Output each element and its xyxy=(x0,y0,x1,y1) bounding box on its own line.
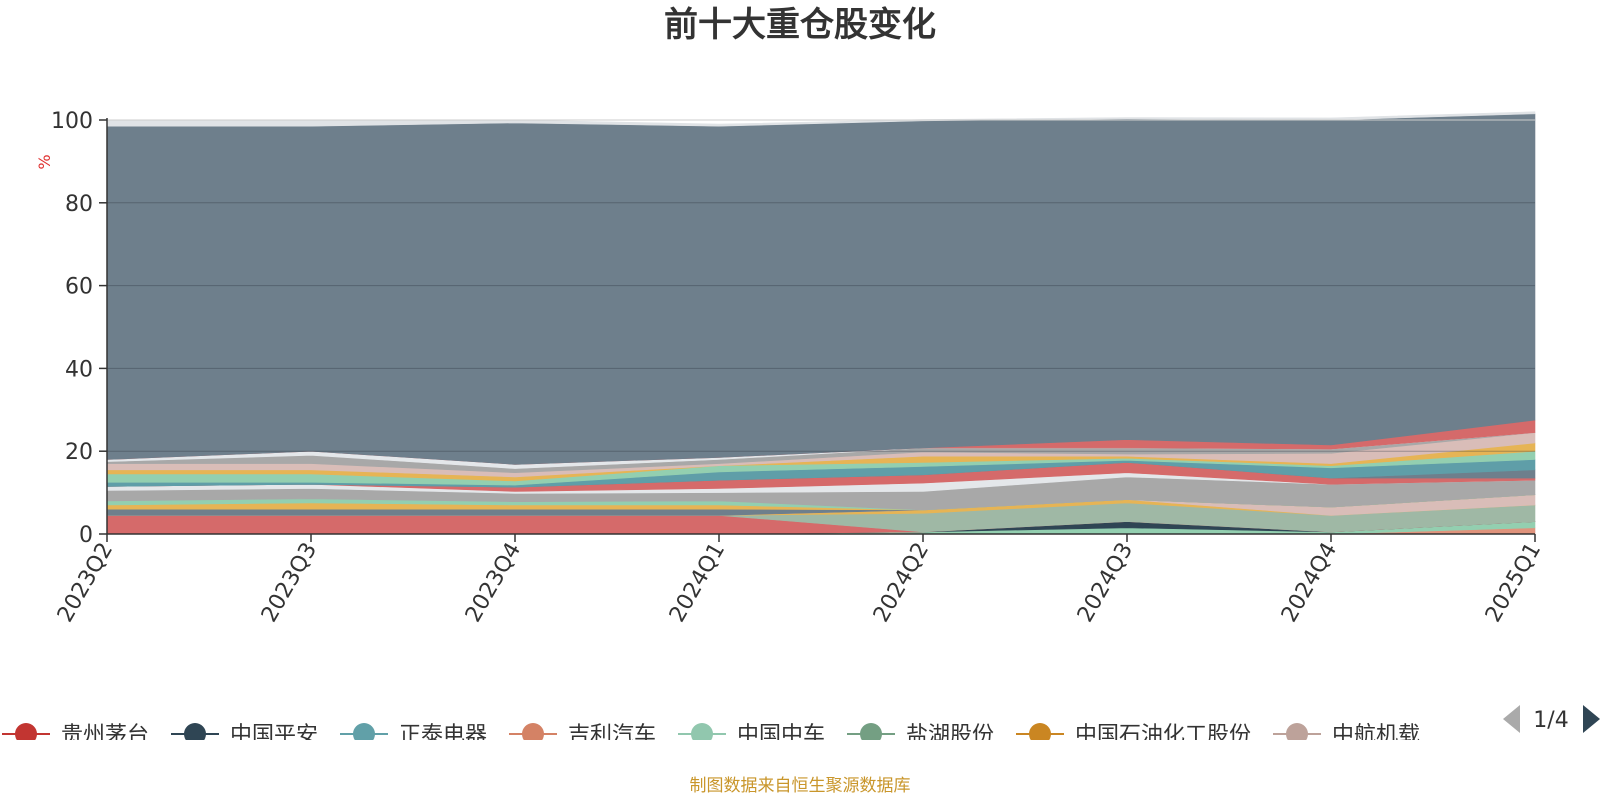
legend-marker-icon xyxy=(691,723,713,740)
legend-item[interactable]: 中航机载 xyxy=(1273,723,1420,748)
legend-item[interactable]: 贵州茅台 xyxy=(2,723,149,748)
y-tick-label: 0 xyxy=(79,523,93,548)
legend-label: 中国石油化工股份 xyxy=(1075,723,1251,748)
legend-page-indicator: 1/4 xyxy=(1533,708,1568,733)
area-series xyxy=(106,111,1536,535)
legend-label: 贵州茅台 xyxy=(61,723,149,748)
grid-lines xyxy=(107,119,1535,452)
legend-label: 吉利汽车 xyxy=(568,723,656,748)
legend-label: 盐湖股份 xyxy=(906,723,994,748)
x-tick-label: 2024Q1 xyxy=(665,539,730,627)
legend-marker-icon xyxy=(353,723,375,740)
legend-marker-icon xyxy=(860,723,882,740)
legend-prev-icon[interactable] xyxy=(1503,705,1520,733)
chart-title: 前十大重仓股变化 xyxy=(664,5,936,45)
area-series-21 xyxy=(106,113,1536,465)
legend-item[interactable]: 中国平安 xyxy=(171,723,318,748)
legend-pager[interactable]: 1/4 xyxy=(1503,705,1600,733)
data-source-note: 制图数据来自恒生聚源数据库 xyxy=(690,776,911,796)
legend-next-icon[interactable] xyxy=(1583,705,1600,733)
x-tick-label: 2024Q2 xyxy=(869,539,934,627)
x-tick-label: 2024Q3 xyxy=(1073,539,1138,627)
legend-item[interactable]: 盐湖股份 xyxy=(847,723,994,748)
legend-marker-icon xyxy=(522,723,544,740)
legend-marker-icon xyxy=(15,723,37,740)
x-tick-label: 2023Q4 xyxy=(461,539,526,627)
legend-item[interactable]: 吉利汽车 xyxy=(509,723,656,748)
legend-item[interactable]: 中国中车 xyxy=(678,723,825,748)
y-tick-label: 40 xyxy=(65,357,93,382)
legend-label: 中航机载 xyxy=(1332,723,1420,748)
y-axis-unit: % xyxy=(35,154,54,169)
legend-label: 正泰电器 xyxy=(399,723,487,748)
x-tick-label: 2023Q3 xyxy=(257,539,322,627)
x-tick-label: 2024Q4 xyxy=(1277,539,1342,627)
legend-item[interactable]: 正泰电器 xyxy=(340,723,487,748)
legend[interactable]: 贵州茅台 中国平安 正泰电器 吉利汽车 中国中车 盐湖股份 中国石油化工股份 中航机载 xyxy=(2,723,1420,748)
legend-marker-icon xyxy=(1286,723,1308,740)
area-series-22 xyxy=(106,111,1536,127)
y-tick-label: 100 xyxy=(51,109,93,134)
x-tick-label: 2025Q1 xyxy=(1481,539,1546,627)
legend-item[interactable]: 中国石油化工股份 xyxy=(1016,723,1251,748)
y-tick-label: 60 xyxy=(65,275,93,300)
legend-marker-icon xyxy=(184,723,206,740)
y-tick-label: 80 xyxy=(65,192,93,217)
legend-label: 中国平安 xyxy=(230,723,318,748)
legend-marker-icon xyxy=(1029,723,1051,740)
legend-label: 中国中车 xyxy=(737,723,825,748)
x-tick-label: 2023Q2 xyxy=(53,539,118,627)
y-tick-label: 20 xyxy=(65,440,93,465)
